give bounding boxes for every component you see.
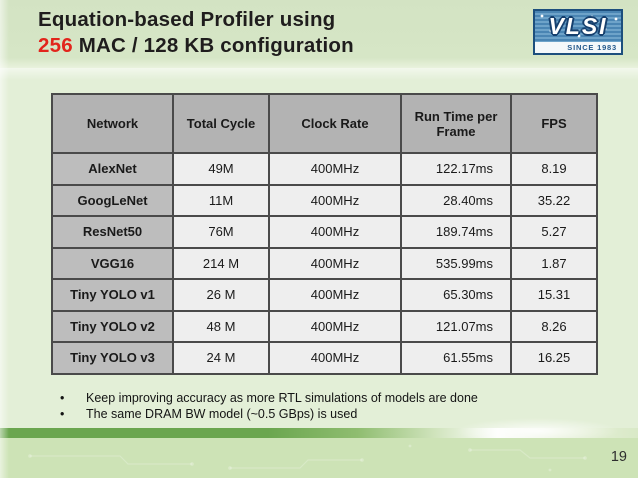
network-cell: VGG16 (51, 246, 174, 280)
network-cell: Tiny YOLO v2 (51, 309, 174, 343)
logo-dots-decoration (535, 11, 621, 42)
logo-tagline: SINCE 1983 (535, 42, 621, 53)
clock-rate-cell: 400MHz (268, 246, 402, 280)
clock-rate-cell: 400MHz (268, 215, 402, 249)
fps-cell: 5.27 (510, 215, 598, 249)
total-cycle-cell: 76M (172, 215, 270, 249)
fps-cell: 35.22 (510, 183, 598, 217)
run-time-cell: 121.07ms (400, 309, 512, 343)
title-line-2-rest: MAC / 128 KB configuration (72, 34, 354, 57)
fps-cell: 16.25 (510, 341, 598, 375)
notes-list: • Keep improving accuracy as more RTL si… (57, 390, 597, 422)
table-row: Tiny YOLO v2 48 M 400MHz 121.07ms 8.26 (51, 309, 598, 343)
note-item: • Keep improving accuracy as more RTL si… (57, 390, 597, 406)
table-row: VGG16 214 M 400MHz 535.99ms 1.87 (51, 246, 598, 280)
circuit-pattern-decoration (28, 444, 587, 472)
left-edge-glow (0, 0, 9, 478)
note-text: The same DRAM BW model (~0.5 GBps) is us… (86, 407, 358, 421)
total-cycle-cell: 214 M (172, 246, 270, 280)
run-time-cell: 65.30ms (400, 278, 512, 312)
logo-wordmark: VLSI (548, 13, 608, 39)
note-item: • The same DRAM BW model (~0.5 GBps) is … (57, 406, 597, 422)
logo-stripes: VLSI (535, 11, 621, 42)
total-cycle-cell: 11M (172, 183, 270, 217)
network-cell: Tiny YOLO v1 (51, 278, 174, 312)
title-line-1: Equation-based Profiler using (38, 8, 336, 31)
results-table: Network Total Cycle Clock Rate Run Time … (51, 93, 598, 375)
bullet-icon: • (60, 391, 65, 405)
footer-accent-bar (0, 428, 638, 438)
table-row: AlexNet 49M 400MHz 122.17ms 8.19 (51, 152, 598, 186)
total-cycle-cell: 49M (172, 152, 270, 186)
run-time-cell: 189.74ms (400, 215, 512, 249)
fps-cell: 1.87 (510, 246, 598, 280)
footer: 19 (0, 438, 638, 478)
note-text: Keep improving accuracy as more RTL simu… (86, 391, 478, 405)
table-row: GoogLeNet 11M 400MHz 28.40ms 35.22 (51, 183, 598, 217)
table-row: ResNet50 76M 400MHz 189.74ms 5.27 (51, 215, 598, 249)
title-line-2: 256 MAC / 128 KB configuration (38, 33, 354, 59)
header-fps: FPS (510, 93, 598, 154)
run-time-cell: 535.99ms (400, 246, 512, 280)
total-cycle-cell: 24 M (172, 341, 270, 375)
network-cell: ResNet50 (51, 215, 174, 249)
fps-cell: 8.19 (510, 152, 598, 186)
clock-rate-cell: 400MHz (268, 278, 402, 312)
clock-rate-cell: 400MHz (268, 152, 402, 186)
network-cell: Tiny YOLO v3 (51, 341, 174, 375)
network-cell: GoogLeNet (51, 183, 174, 217)
run-time-cell: 28.40ms (400, 183, 512, 217)
table-row: Tiny YOLO v1 26 M 400MHz 65.30ms 15.31 (51, 278, 598, 312)
table-header-row: Network Total Cycle Clock Rate Run Time … (51, 93, 598, 154)
clock-rate-cell: 400MHz (268, 341, 402, 375)
header-body-divider (0, 68, 638, 80)
clock-rate-cell: 400MHz (268, 183, 402, 217)
bullet-icon: • (60, 407, 65, 421)
total-cycle-cell: 48 M (172, 309, 270, 343)
header-network: Network (51, 93, 174, 154)
network-cell: AlexNet (51, 152, 174, 186)
header-total-cycle: Total Cycle (172, 93, 270, 154)
header-run-time: Run Time per Frame (400, 93, 512, 154)
mac-count-highlight: 256 (38, 34, 73, 57)
total-cycle-cell: 26 M (172, 278, 270, 312)
header-clock-rate: Clock Rate (268, 93, 402, 154)
fps-cell: 8.26 (510, 309, 598, 343)
fps-cell: 15.31 (510, 278, 598, 312)
vlsi-logo: VLSI SINCE 1983 (533, 9, 623, 55)
table-row: Tiny YOLO v3 24 M 400MHz 61.55ms 16.25 (51, 341, 598, 375)
page-title: Equation-based Profiler using 256 MAC / … (38, 7, 354, 59)
header-band (0, 0, 638, 68)
clock-rate-cell: 400MHz (268, 309, 402, 343)
page-number: 19 (610, 449, 627, 465)
run-time-cell: 61.55ms (400, 341, 512, 375)
run-time-cell: 122.17ms (400, 152, 512, 186)
